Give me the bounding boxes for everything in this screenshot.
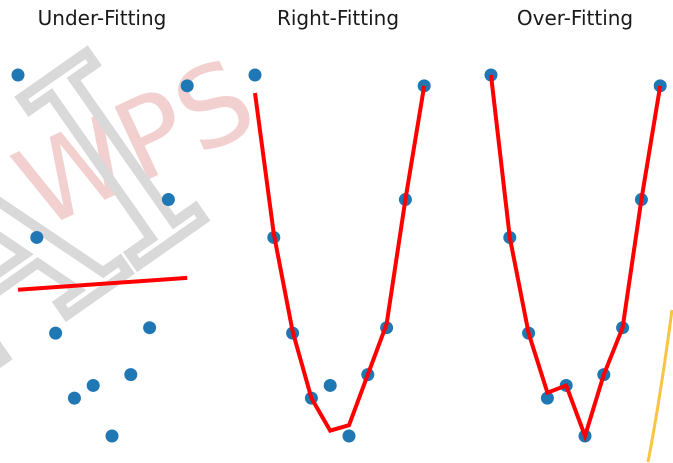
fit-line <box>489 74 663 443</box>
subplot-title-under: Under-Fitting <box>38 6 167 30</box>
data-point <box>161 193 175 207</box>
data-point <box>540 391 554 405</box>
data-point <box>124 368 138 382</box>
data-point <box>86 378 100 392</box>
data-point <box>11 68 25 82</box>
fit-line <box>17 275 188 292</box>
data-point <box>105 429 119 443</box>
fit-line <box>253 85 427 433</box>
data-point <box>180 79 194 93</box>
data-point <box>30 230 44 244</box>
subplot-title-over: Over-Fitting <box>517 6 633 30</box>
data-point <box>49 326 63 340</box>
data-point <box>248 68 262 82</box>
data-point <box>342 429 356 443</box>
data-point <box>67 391 81 405</box>
data-point <box>143 321 157 335</box>
data-point <box>323 378 337 392</box>
subplot-title-right: Right-Fitting <box>277 6 399 30</box>
edge-line <box>646 309 673 463</box>
